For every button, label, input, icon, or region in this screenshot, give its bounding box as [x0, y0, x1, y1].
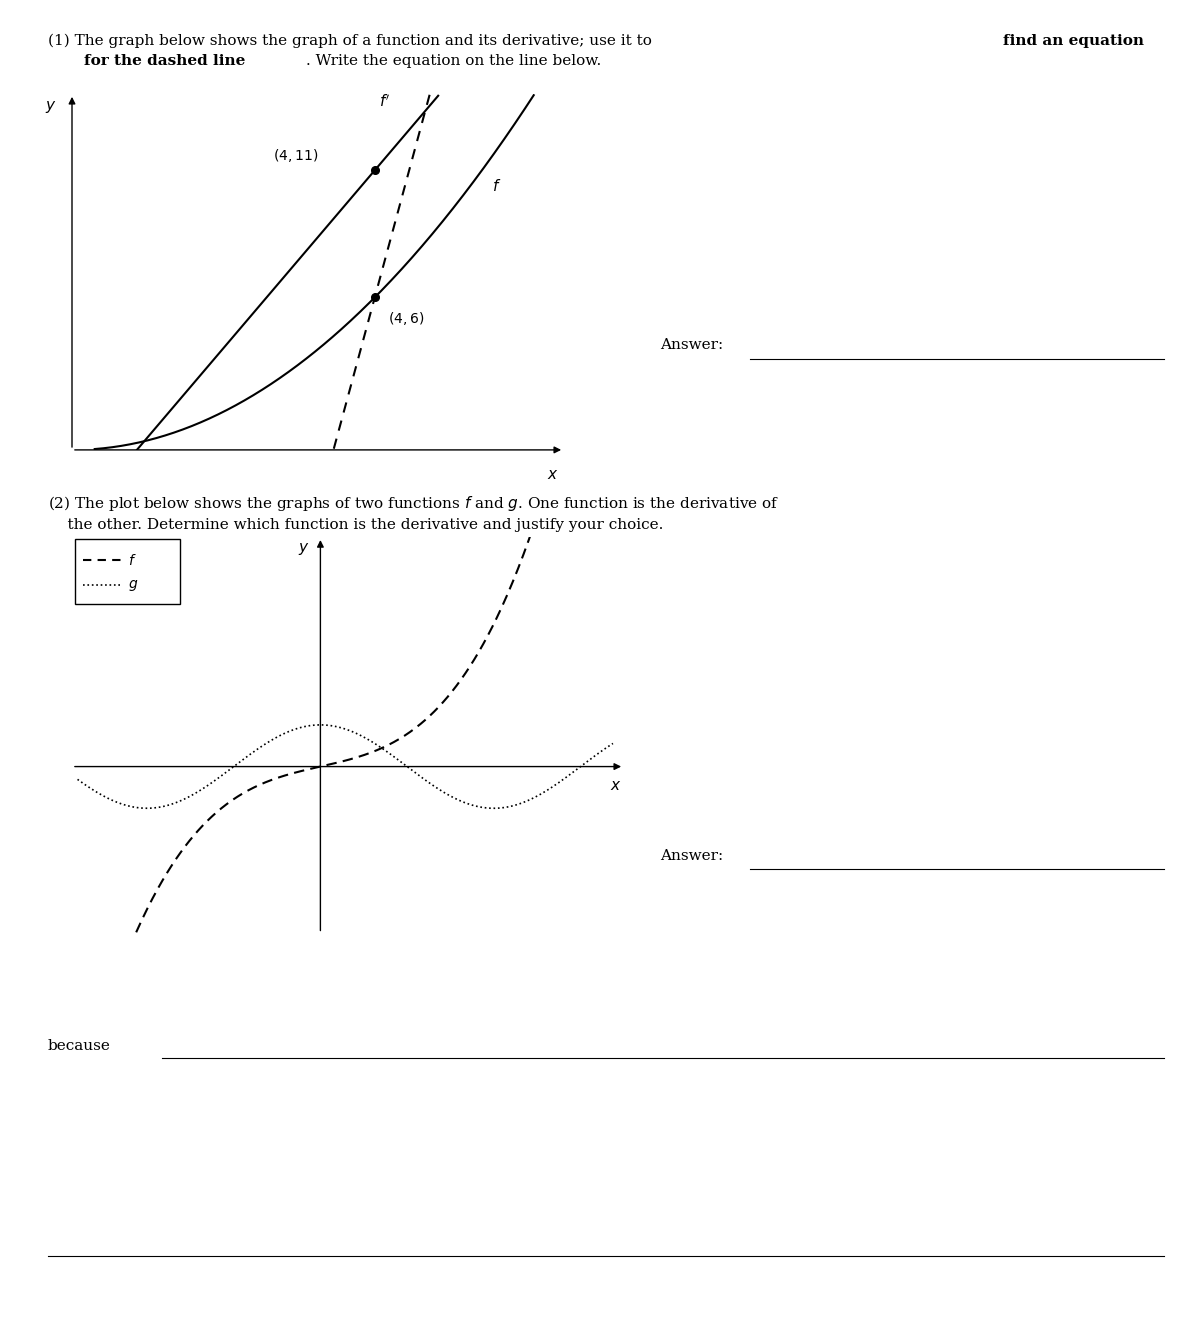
Text: $f'$: $f'$	[378, 93, 390, 110]
Text: (2) The plot below shows the graphs of two functions $f$ and $g$. One function i: (2) The plot below shows the graphs of t…	[48, 494, 779, 513]
Text: $x$: $x$	[610, 779, 622, 794]
Text: $x$: $x$	[547, 467, 558, 482]
Text: $y$: $y$	[298, 541, 310, 557]
Text: the other. Determine which function is the derivative and justify your choice.: the other. Determine which function is t…	[48, 518, 664, 532]
Text: $y$: $y$	[46, 99, 56, 115]
Text: Answer:: Answer:	[660, 849, 724, 862]
Text: . Write the equation on the line below.: . Write the equation on the line below.	[306, 54, 601, 67]
Text: $(4, 6)$: $(4, 6)$	[389, 310, 425, 326]
Text: $(4, 11)$: $(4, 11)$	[272, 148, 318, 164]
Text: $f$: $f$	[492, 177, 502, 193]
Text: for the dashed line: for the dashed line	[84, 54, 245, 67]
Text: because: because	[48, 1039, 110, 1053]
Text: $f$: $f$	[128, 552, 137, 568]
Text: (1) The graph below shows the graph of a function and its derivative; use it to: (1) The graph below shows the graph of a…	[48, 34, 656, 48]
Text: Answer:: Answer:	[660, 338, 724, 352]
FancyBboxPatch shape	[74, 540, 180, 604]
Text: find an equation: find an equation	[1003, 34, 1144, 47]
Text: $g$: $g$	[128, 577, 138, 592]
